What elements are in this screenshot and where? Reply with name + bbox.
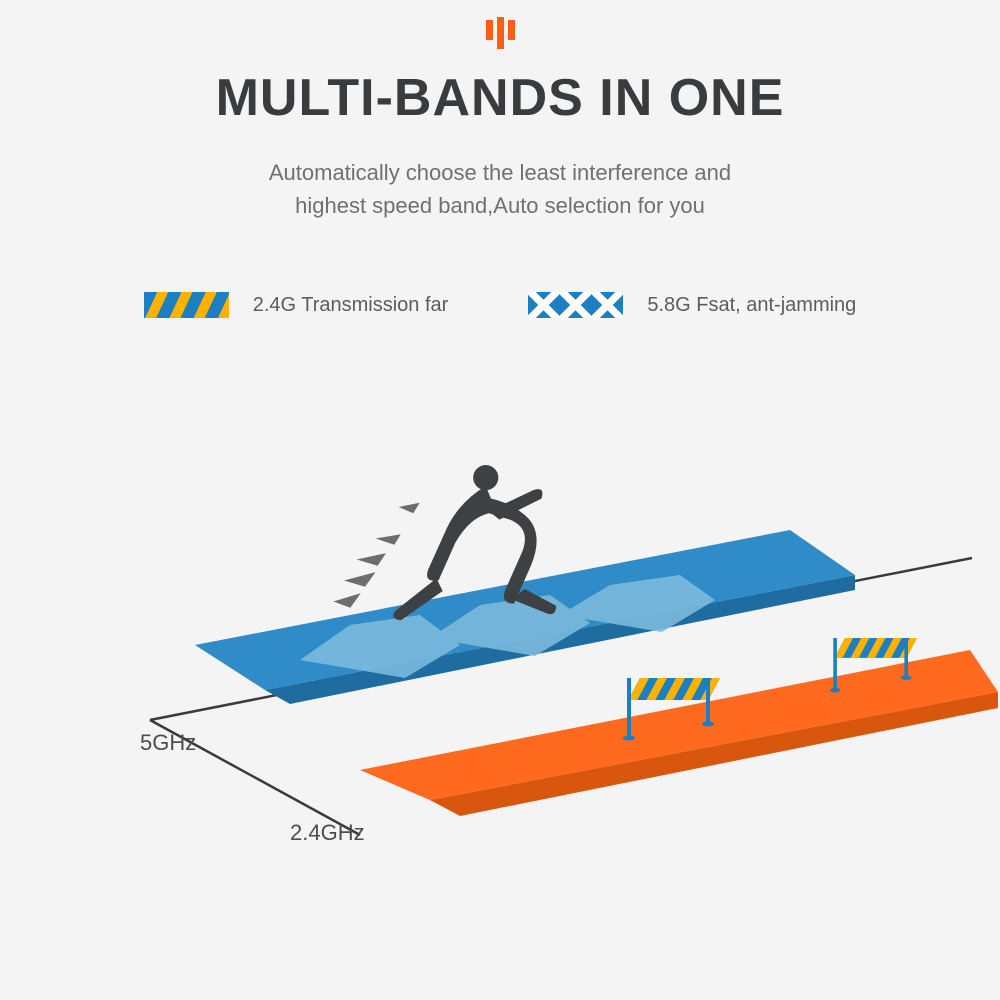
page-title: MULTI-BANDS IN ONE bbox=[216, 68, 785, 128]
brand-mark-icon bbox=[486, 20, 515, 52]
track-diagram: 5GHz 2.4GHz bbox=[0, 440, 1000, 960]
legend-item-2-4g: 2.4G Transmission far bbox=[144, 292, 449, 318]
legend-label: 2.4G Transmission far bbox=[253, 294, 449, 317]
page-subtitle: Automatically choose the least interfere… bbox=[269, 156, 731, 222]
legend-item-5-8g: 5.8G Fsat, ant-jamming bbox=[528, 292, 856, 318]
diagram-svg bbox=[0, 440, 1000, 960]
legend-label: 5.8G Fsat, ant-jamming bbox=[647, 294, 856, 317]
axis-label-2-4g: 2.4GHz bbox=[290, 820, 365, 846]
subtitle-line: highest speed band,Auto selection for yo… bbox=[295, 193, 705, 218]
subtitle-line: Automatically choose the least interfere… bbox=[269, 160, 731, 185]
arrow-swatch-icon bbox=[528, 292, 623, 318]
legend: 2.4G Transmission far 5.8G Fsat, ant-jam… bbox=[144, 292, 857, 318]
stripe-swatch-icon bbox=[144, 292, 229, 318]
axis-label-5g: 5GHz bbox=[140, 730, 196, 756]
